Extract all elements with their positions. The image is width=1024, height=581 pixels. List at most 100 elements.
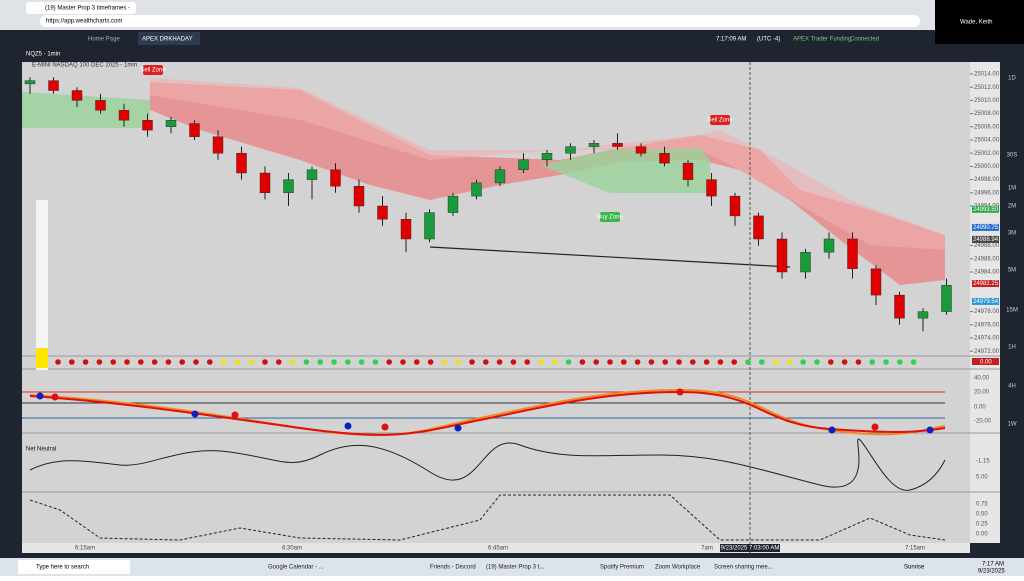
search-box[interactable] [18,560,130,574]
osc-dot [828,426,836,434]
price-label: 25000.00 [974,164,1000,170]
zone-badge [600,212,620,222]
candle-body [95,100,106,111]
app-tab[interactable]: Home Page [88,37,120,43]
price-label: 24984.00 [974,270,1000,276]
signal-dot [496,359,503,365]
candle-body [118,110,130,121]
symbol[interactable]: NQZ5 - 1min [26,52,60,58]
price-label: 25004.00 [974,138,1000,144]
price-tag [972,223,999,231]
signal-dot [662,359,668,365]
signal-dot [303,359,310,365]
signal-dot [331,359,337,365]
timeframe[interactable]: 4H [1008,384,1016,390]
candle-body [447,195,459,213]
signal-dot [786,359,793,365]
signal-dot [745,359,751,365]
taskbar-app[interactable]: Spotify Premium [600,565,644,571]
price-label: 24986.00 [974,256,1000,262]
dots-value: 0.00 [980,360,992,366]
candle-body [306,169,318,180]
signal-dot [676,359,682,365]
candle-body [236,152,247,174]
signal-dot [138,359,144,365]
timezone: (UTC -4) [757,37,780,43]
price-label: 24978.00 [974,309,1000,315]
toolbar-highlight [36,348,48,368]
candle-body [729,195,741,217]
price-tag-label: 24993.50 [973,207,999,213]
net-tick: 5.00 [976,475,988,481]
price-tag [972,297,999,305]
timeframe[interactable]: 2M [1008,204,1016,210]
signal-dot [772,359,779,365]
tray-date: 9/23/2025 [978,569,1005,575]
candle-body [518,159,529,170]
time-label: 6:30am [282,546,302,552]
candle-body [823,238,835,253]
osc-dot [191,410,199,418]
candle-body [142,119,153,131]
price-label: 25014.00 [974,72,1000,78]
signal-dot [607,359,613,365]
signal-dot [207,359,213,365]
tab-title[interactable]: (19) Master Prop 3 timeframes - [45,6,130,12]
candle-body [635,146,647,154]
timeframe[interactable]: 30S [1007,153,1018,159]
signal-dot [179,359,185,365]
signal-dot [897,359,903,365]
signal-dot [510,359,517,365]
app-tab[interactable]: APEX DRKHADAY [142,37,193,43]
osc-dot [36,392,44,400]
net-neutral: Net Neutral [26,447,56,453]
address-bar[interactable] [40,15,920,27]
timeframe[interactable]: 1H [1008,345,1016,351]
candle-body [847,238,858,269]
osc-tick: 40.00 [974,376,990,382]
price-label: 24998.00 [974,177,1000,183]
app-tab-active[interactable] [138,32,200,45]
signal-dot [828,359,834,365]
taskbar-app[interactable]: Friends - Discord [430,565,476,571]
signal-dot [800,359,806,365]
candle-body [941,285,952,312]
timeframe[interactable]: 1W [1008,422,1017,428]
signal-dot [69,359,75,365]
time-label: 6:45am [488,546,508,552]
timeframe[interactable]: 1M [1008,186,1016,192]
taskbar-app[interactable]: Zoom Workplace [655,565,701,571]
prob-tick: 0.50 [976,512,988,518]
time-label: 7:15am [905,546,925,552]
candle-body [212,136,224,154]
signal-dot [910,359,917,365]
tray-time: 7:17 AM [982,562,1004,568]
taskbar [0,558,1024,576]
osc-dot [926,426,934,434]
price-label: 24976.00 [974,322,1000,328]
taskbar-app[interactable]: (19) Master Prop 3 t... [486,565,545,571]
signal-dot [110,359,116,365]
candle-body [48,80,59,91]
candle-body [776,238,788,273]
signal-dot [841,359,848,365]
timeframe[interactable]: 3M [1008,231,1016,237]
signal-dot [441,359,448,365]
prob-tick: 0.25 [976,522,988,528]
timeframe[interactable]: 1D [1008,76,1016,82]
signal-dot [358,359,365,365]
signal-dot [538,359,544,365]
browser-tab[interactable] [26,2,136,14]
taskbar-app[interactable]: Screen sharing mee... [714,565,773,571]
taskbar-app[interactable]: Google Calendar - ... [268,565,324,571]
osc-dot [676,388,684,396]
url[interactable]: https://app.wealthcharts.com [46,19,122,25]
price-tag [972,280,999,288]
timeframe[interactable]: 5M [1008,268,1016,274]
price-label: 24974.00 [974,336,1000,342]
search-text[interactable]: Type here to search [36,565,89,571]
drawing-toolbar[interactable] [36,200,48,370]
price-label: 24996.00 [974,190,1000,196]
timeframe[interactable]: 15M [1006,308,1018,314]
